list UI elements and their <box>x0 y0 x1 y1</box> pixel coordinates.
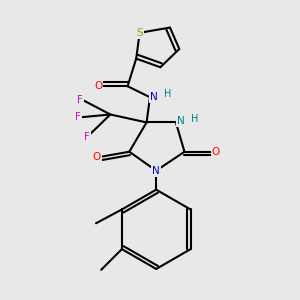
Text: F: F <box>76 112 81 122</box>
Text: F: F <box>84 132 90 142</box>
Text: H: H <box>164 89 172 100</box>
Text: O: O <box>212 147 220 157</box>
Text: H: H <box>191 114 199 124</box>
Text: N: N <box>177 116 185 126</box>
Text: N: N <box>150 92 157 102</box>
Text: O: O <box>94 81 102 91</box>
Text: N: N <box>152 166 160 176</box>
Text: O: O <box>92 152 101 162</box>
Text: F: F <box>77 95 83 105</box>
Text: S: S <box>136 28 143 38</box>
